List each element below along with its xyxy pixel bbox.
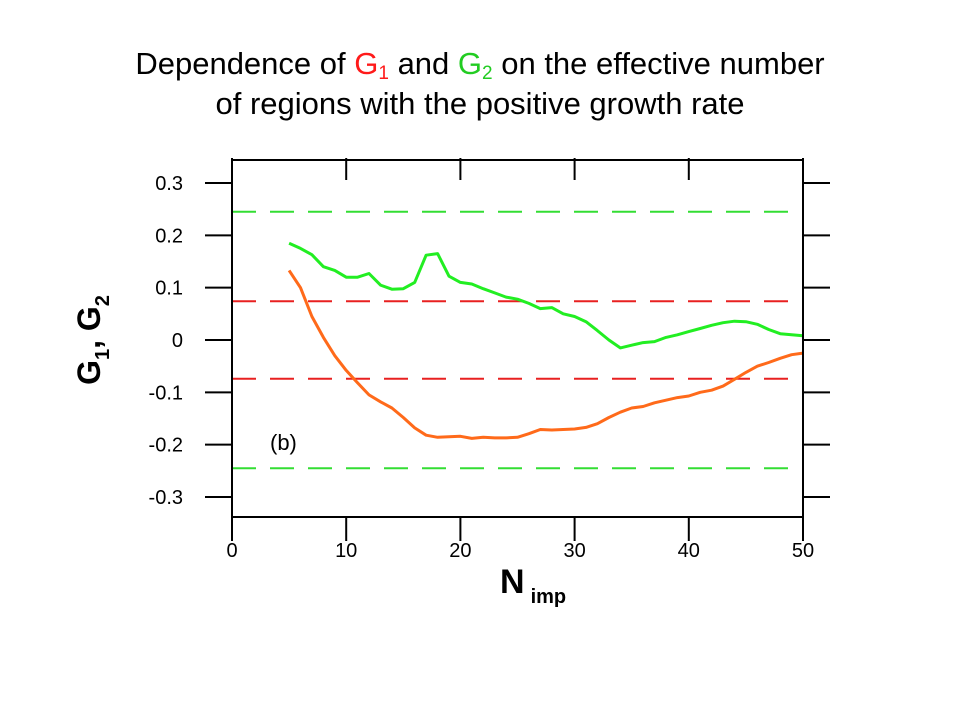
chart-title: Dependence of G1 and G2 on the effective… bbox=[0, 44, 960, 124]
title-line-2: of regions with the positive growth rate bbox=[215, 86, 745, 121]
title-g1-sub: 1 bbox=[378, 63, 389, 84]
series-line-G1 bbox=[287, 269, 804, 440]
y-tick-label: -0.3 bbox=[149, 487, 183, 509]
y-tick-label: -0.1 bbox=[149, 382, 183, 404]
title-g1-letter: G bbox=[354, 46, 379, 81]
title-text-2: and bbox=[388, 46, 458, 81]
title-g2: G2 bbox=[457, 46, 493, 84]
plot-frame bbox=[231, 159, 804, 518]
y-tick-label: 0.3 bbox=[155, 173, 183, 195]
title-g2-letter: G bbox=[457, 46, 483, 81]
y-tick-label: 0 bbox=[172, 330, 183, 352]
reference-lines bbox=[232, 210, 803, 470]
title-text-3: on the effective number bbox=[492, 46, 825, 81]
x-tick-label: 10 bbox=[335, 540, 357, 562]
y-tick-label: 0.1 bbox=[155, 278, 183, 300]
x-axis-label-sub: imp bbox=[531, 586, 567, 608]
y-axis-label-g2-sub: 2 bbox=[92, 295, 114, 306]
y-axis-label-g1-sub: 1 bbox=[92, 349, 114, 360]
y-axis-label-g2: G bbox=[71, 306, 107, 331]
tick-labels: 0.3 0.2 0.1 0 -0.1 -0.2 -0.3 0 10 20 30 40 50 bbox=[149, 173, 815, 562]
series-lines bbox=[287, 241, 804, 440]
x-tick-label: 50 bbox=[792, 540, 814, 562]
x-tick-label: 0 bbox=[226, 540, 237, 562]
panel-annotation: (b) bbox=[270, 430, 297, 455]
x-tick-label: 30 bbox=[563, 540, 585, 562]
y-axis-label-g1: G bbox=[71, 360, 107, 385]
title-text-1: Dependence of bbox=[135, 46, 355, 81]
title-g1: G1 bbox=[354, 46, 389, 84]
y-tick-label: 0.2 bbox=[155, 225, 183, 247]
y-tick-label: -0.2 bbox=[149, 435, 183, 457]
x-axis-label-main: N bbox=[500, 563, 525, 601]
axes bbox=[205, 158, 830, 541]
y-axis-label-sep: , bbox=[71, 331, 107, 349]
x-tick-label: 20 bbox=[449, 540, 471, 562]
x-tick-label: 40 bbox=[678, 540, 700, 562]
title-line-1: Dependence of G1 and G2 on the effective… bbox=[0, 44, 960, 84]
title-g2-sub: 2 bbox=[482, 63, 493, 84]
y-axis-label: G1, G2 bbox=[71, 295, 114, 385]
series-line-G2 bbox=[288, 241, 804, 350]
